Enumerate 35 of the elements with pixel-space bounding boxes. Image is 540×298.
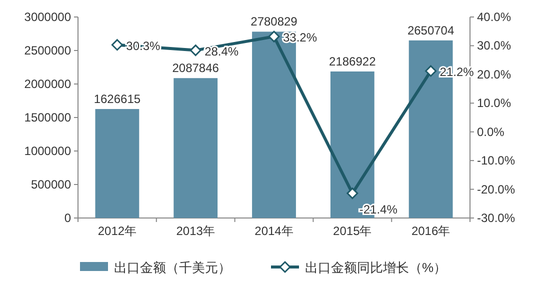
bar [174,78,218,218]
data-label: 2087846 [172,61,220,76]
y2-tick-label: 10.0% [477,96,512,110]
x-tick-label: 2016年 [411,224,450,238]
data-label: 28.4% [204,44,239,58]
y-tick-label: 500000 [30,178,72,192]
y-tick-label: 3000000 [24,10,72,24]
data-label: 2780829 [250,14,298,29]
y2-tick-label: 20.0% [477,67,512,82]
y-tick-label: 1500000 [24,110,72,124]
data-label: 2650704 [407,23,454,38]
legend-label: 出口金额同比增长（%） [305,260,447,275]
point [425,65,437,77]
y-tick-label: 2500000 [24,44,72,58]
y2-tick-label: 30.0% [477,38,512,53]
y-tick-label: 0 [64,211,72,225]
x-tick-label: 2012年 [98,224,137,238]
data-label: 1626615 [94,92,141,106]
point [111,39,123,51]
y-tick-label: 1000000 [24,144,72,158]
y2-tick-label: 40.0% [477,10,512,24]
y2-tick-label: 0.0% [477,124,505,139]
data-label: 2186922 [329,54,376,68]
y2-tick-label: -30.0% [477,211,516,225]
y-tick-label: 2000000 [24,77,72,91]
x-tick-label: 2014年 [254,224,294,238]
bar [95,109,140,218]
y2-tick-label: -10.0% [477,154,516,168]
y2-tick-label: -20.0% [477,182,516,196]
x-tick-label: 2013年 [176,224,215,238]
x-tick-label: 2015年 [333,224,372,238]
point [346,188,358,200]
point [190,44,202,56]
point [268,30,280,42]
legend-label: 出口金额（千美元） [114,260,231,275]
